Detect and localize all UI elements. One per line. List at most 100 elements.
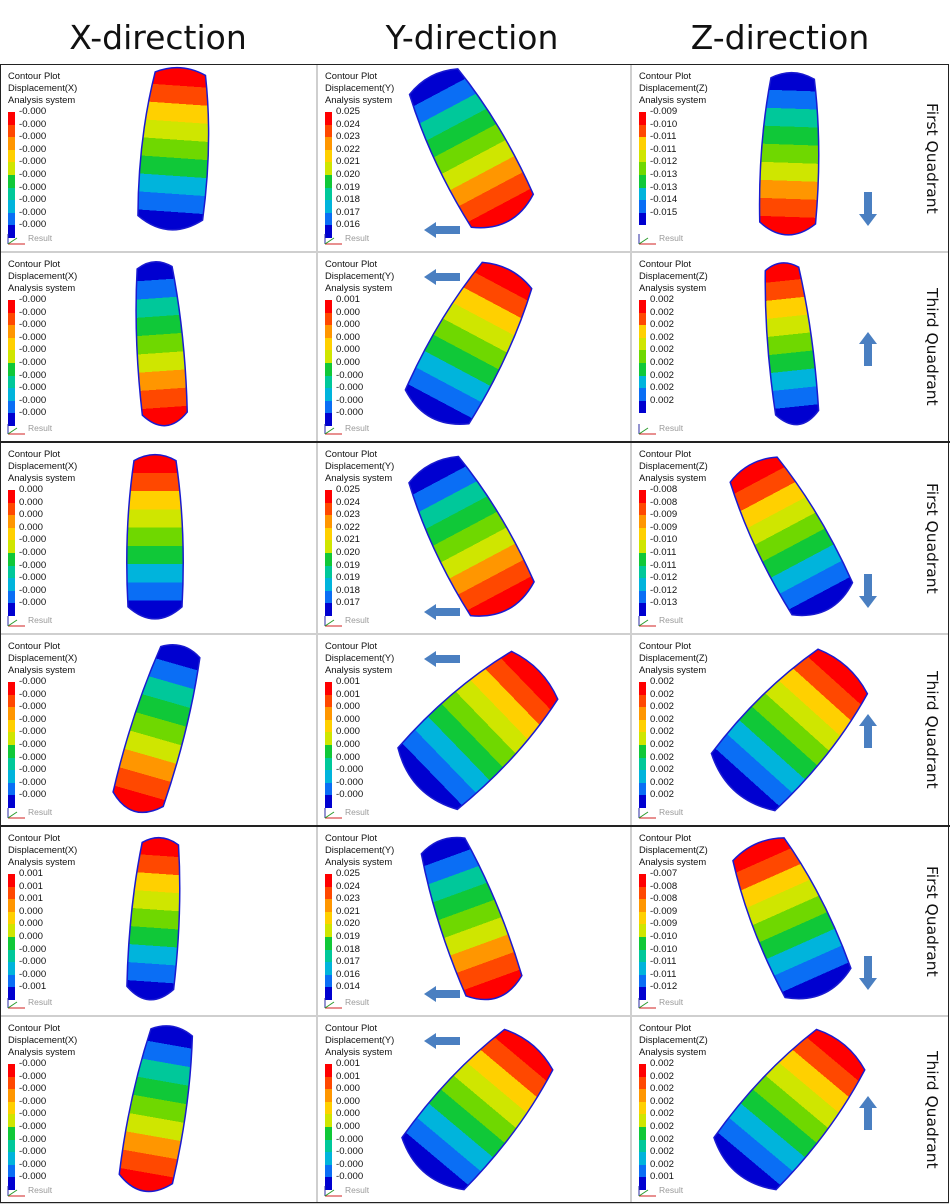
legend-swatch [8,603,15,616]
axis-triad-icon [7,998,25,1009]
displacement-label: Displacement(Y) [325,82,395,93]
legend-value: 0.023 [336,509,361,521]
result-label: Result [28,1185,53,1195]
legend-value: 0.002 [650,1158,675,1170]
legend-value: -0.000 [19,789,47,801]
legend-value: 0.002 [650,1121,675,1132]
legend-swatch [639,325,646,338]
legend-swatch [8,350,15,363]
legend-value: 0.002 [650,344,675,356]
legend-swatch [8,1089,15,1102]
legend-value: -0.000 [19,118,47,130]
result-label: Result [659,997,684,1007]
displacement-label: Displacement(X) [8,1034,78,1045]
legend-swatch [639,578,646,591]
legend-value: 0.001 [336,1070,361,1082]
legend-swatch [325,782,332,796]
legend-swatch [8,1152,15,1165]
quadrant-label: Third Quadrant [923,671,941,789]
legend-swatch [325,757,332,771]
legend-swatch [8,1127,15,1140]
legend-swatch [325,300,332,313]
legend-value: -0.000 [19,1058,47,1069]
legend-value: -0.010 [650,534,678,546]
legend-value: 0.002 [650,369,675,381]
legend-swatch [325,187,332,201]
legend-swatch [639,400,646,414]
legend-swatch [325,962,332,975]
legend-value: 0.023 [336,131,361,143]
legend-value: 0.020 [336,547,361,558]
legend-swatch [8,515,15,528]
legend-value: 0.000 [19,521,44,533]
legend-swatch [325,225,332,238]
legend-swatch [8,962,15,975]
legend-swatch [639,1064,646,1077]
displacement-label: Displacement(Z) [639,652,708,663]
legend-value: 0.001 [19,880,44,892]
legend-value: 0.002 [650,1058,675,1069]
legend-value: -0.000 [19,943,47,955]
x-direction-header: X-direction [69,18,247,57]
analysis-system-label: Analysis system [639,282,707,293]
legend-value: 0.000 [336,701,361,713]
analysis-system-label: Analysis system [8,94,76,105]
displacement-label: Displacement(X) [8,460,78,471]
legend-swatch [325,413,332,426]
result-label: Result [659,807,684,817]
legend-swatch [325,874,332,887]
legend-value: -0.000 [19,1095,47,1107]
legend-value: -0.000 [336,369,364,381]
legend-swatch [8,112,15,125]
contour-plot-title: Contour Plot [639,70,692,81]
legend-swatch [639,300,646,313]
legend-value: -0.007 [650,868,678,879]
legend-swatch [325,1089,332,1102]
legend-value: -0.012 [650,156,678,168]
legend-swatch [639,162,646,175]
legend-value: 0.021 [336,534,361,546]
legend-value: 0.002 [650,357,675,368]
result-label: Result [28,807,53,817]
legend-value: 0.002 [650,726,675,738]
legend-value: 0.017 [336,956,361,968]
legend-value: -0.000 [19,1108,47,1120]
legend-value: -0.013 [650,181,678,193]
contour-plot-title: Contour Plot [325,832,378,843]
legend-value: -0.000 [19,156,47,168]
legend-value: 0.002 [650,1146,675,1158]
legend-swatch [639,707,646,720]
legend-value: 0.000 [336,331,361,343]
legend-value: 0.001 [336,294,361,305]
legend-value: 0.019 [336,559,361,571]
legend-value: 0.019 [336,931,361,942]
legend-value: -0.000 [19,559,47,571]
legend-value: -0.000 [19,306,47,318]
legend-swatch [325,124,332,138]
contour-plot-title: Contour Plot [325,640,378,651]
legend-swatch [325,886,332,900]
legend-swatch [8,757,15,771]
legend-value: -0.000 [19,751,47,763]
legend-value: -0.000 [19,584,47,596]
legend-swatch [325,502,332,516]
legend-value: 0.000 [336,726,361,738]
legend-value: -0.008 [650,893,678,905]
figure-frame [0,64,949,1203]
legend-value: -0.000 [336,789,364,801]
legend-swatch [325,732,332,745]
legend-swatch [325,337,332,351]
legend-swatch [325,949,332,963]
legend-swatch [8,124,15,138]
axis-triad-icon [638,1186,656,1197]
legend-value: -0.008 [650,496,678,508]
legend-value: -0.000 [19,1171,47,1183]
analysis-system-label: Analysis system [325,282,393,293]
legend-swatch [639,974,646,988]
section-divider [0,441,950,443]
contour-plot-title: Contour Plot [8,832,61,843]
legend-swatch [639,911,646,925]
legend-swatch [639,212,646,226]
legend-value: 0.000 [19,918,44,930]
legend-swatch [325,375,332,389]
